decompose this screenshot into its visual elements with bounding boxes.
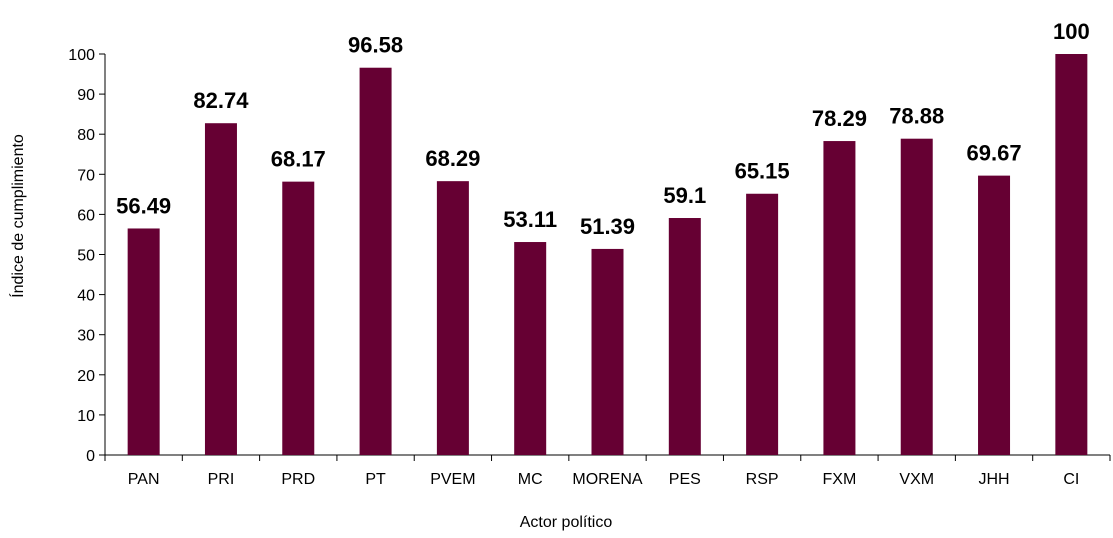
x-tick-label: PRD [281,471,315,488]
x-tick-label: PRI [208,471,235,488]
bar-fxm [823,141,856,455]
data-label: 56.49 [116,193,171,218]
bar-mc [514,242,547,455]
data-label: 65.15 [735,159,790,184]
bar-pan [127,228,160,455]
x-tick-label: PVEM [430,471,475,488]
data-label: 53.11 [503,207,557,232]
y-tick-label: 50 [77,248,95,265]
data-label: 78.88 [889,104,944,129]
y-tick-label: 100 [68,47,95,64]
x-tick-label: PT [365,471,386,488]
bar-vxm [900,138,933,455]
x-tick-label: CI [1063,471,1079,488]
bar-morena [591,248,624,455]
axes: 0 10 20 30 40 50 60 70 80 90 100 PAN PRI PRD PT PVEM MC M… [68,47,1111,488]
y-tick-label: 60 [77,207,95,224]
y-axis-title: Índice de cumplimiento [8,134,27,298]
data-label: 68.17 [271,147,326,172]
bar-rsp [746,193,779,455]
bar-pes [668,218,701,455]
data-label: 59.1 [663,183,706,208]
bar-jhh [978,175,1011,456]
x-axis-title: Actor político [520,514,613,531]
data-label: 100 [1053,19,1090,44]
data-labels: 56.49 82.74 68.17 96.58 68.29 53.11 51.39 59.1 6… [116,19,1090,239]
x-tick-label: PES [669,471,701,488]
y-tick-label: 40 [77,288,95,305]
data-label: 68.29 [425,146,480,171]
y-tick-label: 10 [77,408,95,425]
bars [127,54,1088,456]
data-label: 82.74 [193,88,249,113]
bar-pt [359,67,392,455]
x-tick-label: MC [518,471,543,488]
x-tick-label: PAN [128,471,160,488]
data-label: 69.67 [967,141,1022,166]
data-label: 96.58 [348,33,403,58]
y-tick-label: 90 [77,87,95,104]
data-label: 51.39 [580,214,635,239]
bar-pri [204,123,237,456]
y-tick-label: 30 [77,328,95,345]
bar-pvem [436,181,469,455]
y-tick-label: 80 [77,127,95,144]
y-tick-label: 20 [77,368,95,385]
x-tick-label: VXM [899,471,934,488]
x-tick-label: RSP [746,471,779,488]
y-tick-label: 0 [86,448,95,465]
x-tick-label: FXM [823,471,857,488]
y-tick-label: 70 [77,167,95,184]
bar-prd [282,181,315,455]
bar-ci [1055,54,1088,455]
data-label: 78.29 [812,106,867,131]
x-tick-label: MORENA [572,471,643,488]
x-tick-label: JHH [978,471,1009,488]
